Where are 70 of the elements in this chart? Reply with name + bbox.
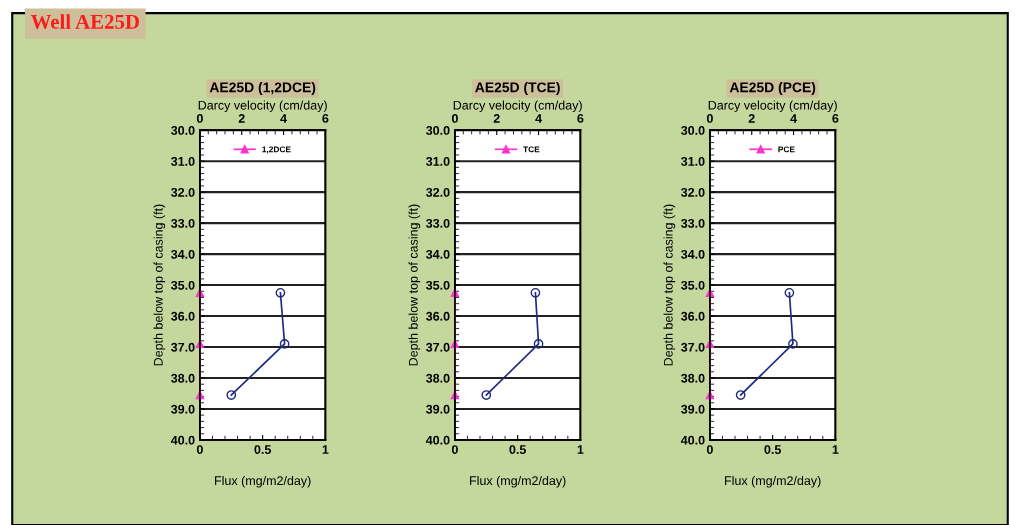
y-tick-label: 38.0 bbox=[171, 373, 195, 383]
y-tick-label: 34.0 bbox=[171, 249, 195, 259]
y-tick-label: 30.0 bbox=[171, 126, 195, 135]
y-tick-label: 36.0 bbox=[171, 311, 195, 321]
y-tick-label: 32.0 bbox=[426, 187, 450, 197]
chart-title: AE25D (PCE) bbox=[729, 82, 816, 96]
y-tick-label: 32.0 bbox=[681, 187, 705, 197]
y-tick-label: 40.0 bbox=[170, 435, 195, 445]
y-tick-label: 33.0 bbox=[171, 218, 195, 228]
y-tick-label: 38.0 bbox=[681, 373, 705, 383]
y-tick-label: 31.0 bbox=[681, 156, 705, 166]
x2-tick-label: 6 bbox=[322, 114, 329, 123]
x-axis-title: Flux (mg/m2/day) bbox=[725, 475, 821, 488]
y-tick-label: 33.0 bbox=[426, 218, 450, 228]
x2-tick-label: 0 bbox=[451, 114, 458, 123]
y-tick-label: 39.0 bbox=[681, 404, 705, 414]
x-axis-title: Flux (mg/m2/day) bbox=[215, 475, 311, 488]
y-axis-title: Depth below top of casing (ft) bbox=[153, 204, 166, 366]
y-tick-label: 34.0 bbox=[426, 249, 450, 259]
y-tick-label: 31.0 bbox=[171, 156, 195, 166]
x2-tick-label: 6 bbox=[577, 114, 584, 123]
x-tick-label: 0 bbox=[196, 445, 203, 454]
x2-axis-title: Darcy velocity (cm/day) bbox=[198, 100, 327, 113]
x2-tick-label: 4 bbox=[535, 114, 542, 123]
y-tick-label: 32.0 bbox=[171, 187, 195, 197]
x-tick-label: 1 bbox=[577, 445, 584, 454]
y-tick-label: 37.0 bbox=[171, 342, 195, 352]
x2-axis-title: Darcy velocity (cm/day) bbox=[708, 100, 837, 113]
y-tick-label: 34.0 bbox=[681, 249, 705, 259]
x2-tick-label: 2 bbox=[238, 114, 245, 123]
x2-tick-label: 4 bbox=[280, 114, 287, 123]
chart-title: AE25D (1,2DCE) bbox=[209, 82, 316, 96]
legend-label: TCE bbox=[523, 146, 540, 153]
chart-title: AE25D (TCE) bbox=[475, 82, 560, 96]
x2-tick-label: 4 bbox=[790, 114, 797, 123]
x2-tick-label: 2 bbox=[748, 114, 755, 123]
y-tick-label: 37.0 bbox=[681, 342, 705, 352]
x-tick-label: 0 bbox=[451, 445, 458, 454]
y-tick-label: 30.0 bbox=[681, 126, 705, 135]
x-tick-label: 1 bbox=[832, 445, 839, 454]
x2-axis-title: Darcy velocity (cm/day) bbox=[453, 100, 582, 113]
x-tick-label: 0 bbox=[706, 445, 713, 454]
x2-tick-label: 0 bbox=[196, 114, 203, 123]
legend-label: PCE bbox=[778, 146, 795, 153]
x2-tick-label: 6 bbox=[832, 114, 839, 123]
x-tick-label: 0.5 bbox=[254, 445, 271, 454]
y-tick-label: 31.0 bbox=[426, 156, 450, 166]
y-tick-label: 39.0 bbox=[426, 404, 450, 414]
y-axis-title: Depth below top of casing (ft) bbox=[663, 204, 676, 366]
x2-tick-label: 2 bbox=[493, 114, 500, 123]
y-axis-title: Depth below top of casing (ft) bbox=[408, 204, 421, 366]
x-tick-label: 1 bbox=[322, 445, 329, 454]
y-tick-label: 36.0 bbox=[681, 311, 705, 321]
x2-tick-label: 0 bbox=[706, 114, 713, 123]
x-axis-title: Flux (mg/m2/day) bbox=[470, 475, 566, 488]
y-tick-label: 30.0 bbox=[426, 126, 450, 135]
y-tick-label: 35.0 bbox=[171, 280, 195, 290]
x-tick-label: 0.5 bbox=[509, 445, 526, 454]
x-tick-label: 0.5 bbox=[764, 445, 781, 454]
y-tick-label: 36.0 bbox=[426, 311, 450, 321]
y-tick-label: 37.0 bbox=[426, 342, 450, 352]
y-tick-label: 35.0 bbox=[426, 280, 450, 290]
text: Well AE25D bbox=[30, 14, 139, 29]
y-tick-label: 33.0 bbox=[681, 218, 705, 228]
y-tick-label: 35.0 bbox=[681, 280, 705, 290]
y-tick-label: 39.0 bbox=[171, 404, 195, 414]
legend-label: 1,2DCE bbox=[262, 146, 291, 154]
y-tick-label: 40.0 bbox=[680, 435, 705, 445]
y-tick-label: 40.0 bbox=[425, 435, 450, 445]
y-tick-label: 38.0 bbox=[426, 373, 450, 383]
